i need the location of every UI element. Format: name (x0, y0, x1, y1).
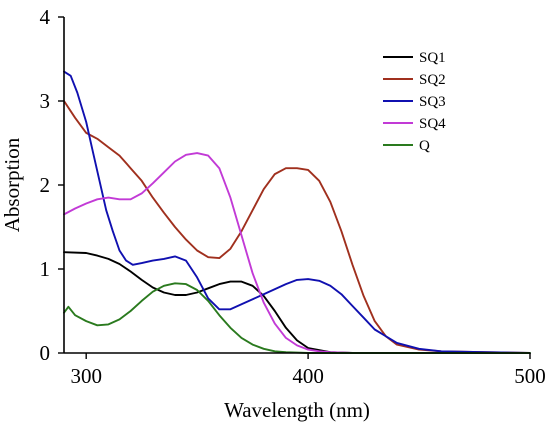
legend: SQ1 SQ2 SQ3 SQ4 Q (383, 50, 446, 154)
series-line-sq4 (63, 152, 531, 354)
legend-label-sq1: SQ1 (419, 50, 446, 66)
series-line-q (63, 282, 531, 354)
x-axis-title: Wavelength (nm) (224, 398, 370, 422)
plot-lines (63, 70, 531, 354)
legend-label-sq4: SQ4 (419, 116, 446, 132)
x-tick-label: 300 (70, 364, 102, 388)
ticks: 0 1 2 3 4 300 400 500 (40, 5, 546, 388)
y-tick-label: 2 (40, 173, 51, 197)
series-line-sq1 (63, 251, 531, 354)
x-tick-label: 500 (514, 364, 546, 388)
series-line-sq3 (63, 70, 531, 354)
y-tick-label: 3 (40, 89, 51, 113)
axes (63, 17, 530, 354)
y-axis-title: Absorption (0, 137, 24, 232)
series-line-sq2 (63, 100, 531, 354)
y-tick-label: 4 (40, 5, 51, 29)
legend-label-sq2: SQ2 (419, 72, 446, 88)
y-tick-label: 1 (40, 257, 51, 281)
legend-label-q: Q (419, 138, 430, 154)
x-tick-label: 400 (292, 364, 324, 388)
y-tick-label: 0 (40, 341, 51, 365)
legend-label-sq3: SQ3 (419, 94, 446, 110)
